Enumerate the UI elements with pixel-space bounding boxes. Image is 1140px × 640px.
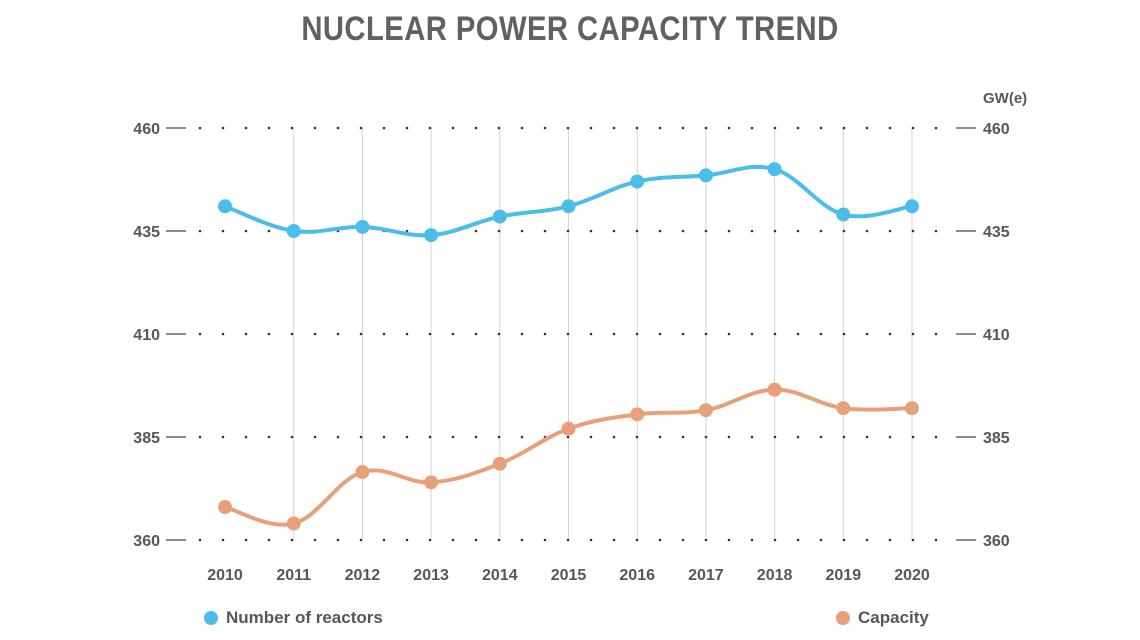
reactors-data-point [355,219,370,234]
capacity-data-point [698,403,713,418]
x-tick-label: 2017 [688,567,724,584]
grid [198,126,942,542]
x-tick-label: 2012 [345,567,381,584]
reactors-data-point [561,199,576,214]
legend-item-reactors: Number of reactors [204,608,383,628]
capacity-data-point [424,475,439,490]
reactors-data-point [492,209,507,224]
capacity-data-point [767,382,782,397]
x-tick-label: 2011 [276,567,311,584]
reactors-data-point [836,207,851,222]
reactors-data-point [630,174,645,189]
x-tick-label: 2015 [551,567,587,584]
capacity-data-point [561,421,576,436]
reactors-data-point [218,199,232,214]
legend-reactors-marker [204,611,218,625]
x-tick-label: 2010 [207,567,243,584]
x-tick-label: 2014 [482,567,518,584]
legend-item-capacity: Capacity [836,608,929,628]
y-tick-label-left: 360 [133,533,160,550]
x-tick-label: 2020 [894,567,930,584]
series-layer [218,162,919,531]
capacity-data-point [355,465,370,480]
y-tick-label-right: 460 [983,121,1010,138]
axes: 460 460 435 435 410 410 385 385 360 360 GW(e) 2010 2… [133,90,1027,584]
x-tick-label: 2018 [757,567,793,584]
capacity-data-point [630,407,645,422]
y-tick-label-right: 360 [983,533,1010,550]
reactors-data-point [424,228,439,243]
reactors-data-point [286,224,301,238]
reactors-data-point [905,199,919,214]
capacity-data-point [286,516,301,531]
capacity-data-point [836,401,851,416]
legend-reactors-label: Number of reactors [226,608,383,627]
capacity-data-point [492,456,507,471]
x-tick-label: 2016 [619,567,655,584]
capacity-data-point [218,500,232,515]
y-tick-label-right: 385 [983,430,1010,447]
chart-title: NUCLEAR POWER CAPACITY TREND [301,10,839,48]
y-tick-label-right: 410 [983,327,1010,344]
y-tick-label-left: 460 [133,121,160,138]
y-tick-label-right: 435 [983,224,1010,241]
legend-capacity-label: Capacity [858,608,929,627]
x-tick-label: 2019 [826,567,862,584]
y-tick-label-left: 435 [133,224,160,241]
reactors-data-point [767,162,782,177]
legend-capacity-marker [836,611,850,625]
reactors-data-point [698,168,713,183]
y-tick-label-left: 385 [133,430,160,447]
y2-unit-label: GW(e) [983,90,1027,107]
y-tick-label-left: 410 [133,327,160,344]
x-tick-label: 2013 [413,567,449,584]
capacity-data-point [905,401,919,416]
